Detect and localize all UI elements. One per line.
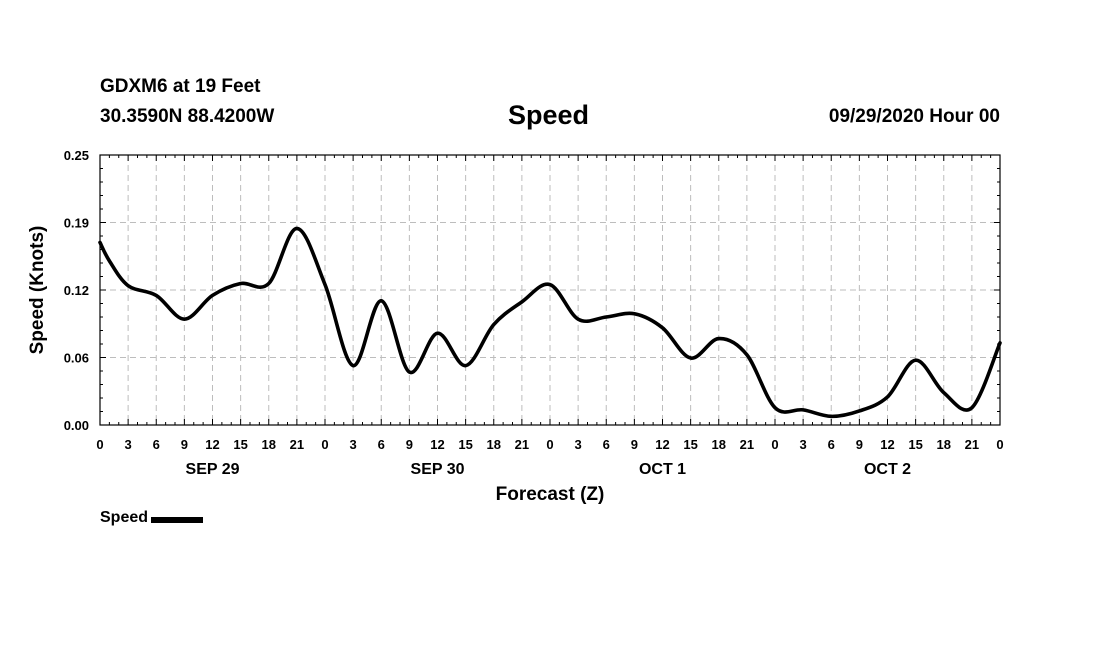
x-tick-label: 15 [233, 437, 247, 452]
speed-series-line [98, 226, 1002, 419]
y-tick-label: 0.19 [64, 216, 89, 231]
x-tick-label: 12 [430, 437, 444, 452]
x-tick-label: 18 [487, 437, 501, 452]
y-tick-label: 0.25 [64, 148, 89, 163]
y-tick-label: 0.06 [64, 351, 89, 366]
y-tick-label: 0.12 [64, 283, 89, 298]
x-tick-label: 12 [655, 437, 669, 452]
day-label: OCT 1 [639, 461, 686, 478]
x-tick-label: 3 [350, 437, 357, 452]
x-tick-label: 3 [575, 437, 582, 452]
x-tick-label: 0 [771, 437, 778, 452]
x-tick-label: 6 [153, 437, 160, 452]
x-tick-label: 0 [321, 437, 328, 452]
x-tick-label: 18 [262, 437, 276, 452]
x-tick-label: 21 [515, 437, 529, 452]
y-axis-label: Speed (Knots) [27, 226, 48, 355]
x-tick-label: 12 [880, 437, 894, 452]
x-tick-label: 9 [181, 437, 188, 452]
x-tick-label: 9 [856, 437, 863, 452]
legend-label: Speed [100, 509, 149, 526]
station-label: GDXM6 at 19 Feet [100, 76, 261, 97]
day-label: SEP 30 [411, 461, 465, 478]
x-tick-label: 3 [125, 437, 132, 452]
x-tick-label: 12 [205, 437, 219, 452]
x-tick-label: 15 [458, 437, 472, 452]
x-tick-label: 15 [908, 437, 922, 452]
x-tick-label: 21 [740, 437, 754, 452]
x-tick-label: 9 [406, 437, 413, 452]
legend: Speed [100, 509, 204, 527]
day-label: OCT 2 [864, 461, 911, 478]
x-tick-label: 6 [603, 437, 610, 452]
plot-frame [99, 154, 1001, 426]
x-tick-label: 3 [800, 437, 807, 452]
x-tick-label: 0 [996, 437, 1003, 452]
x-tick-label: 21 [965, 437, 979, 452]
x-tick-label: 21 [290, 437, 304, 452]
day-label: SEP 29 [186, 461, 240, 478]
forecast-datetime: 09/29/2020 Hour 00 [828, 106, 1000, 127]
x-tick-label: 18 [937, 437, 951, 452]
x-tick-label: 0 [96, 437, 103, 452]
y-tick-label: 0.00 [64, 418, 89, 433]
x-tick-label: 6 [378, 437, 385, 452]
x-tick-label: 0 [546, 437, 553, 452]
chart-title: Speed [508, 100, 590, 130]
x-tick-label: 18 [712, 437, 726, 452]
x-tick-label: 15 [683, 437, 697, 452]
x-tick-label: 6 [828, 437, 835, 452]
coordinates-label: 30.3590N 88.4200W [100, 106, 275, 127]
legend-swatch [151, 516, 204, 523]
x-axis-label: Forecast (Z) [496, 484, 605, 505]
x-tick-label: 9 [631, 437, 638, 452]
